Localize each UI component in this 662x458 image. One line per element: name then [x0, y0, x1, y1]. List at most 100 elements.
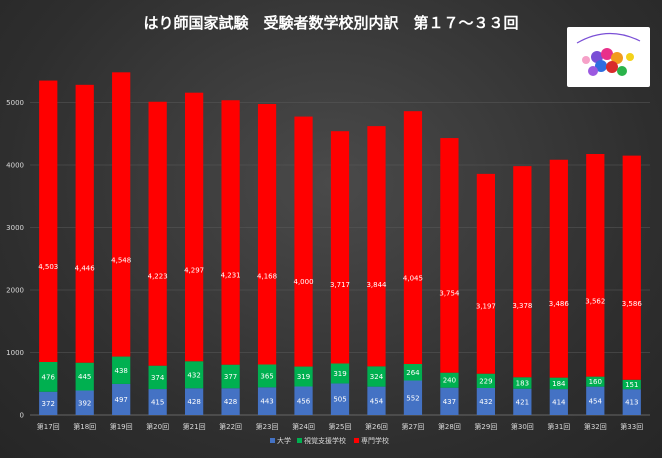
bar-segment — [403, 364, 423, 381]
data-label: 151 — [625, 381, 638, 389]
y-tick-label: 0 — [20, 412, 24, 420]
bar-segment — [185, 92, 204, 362]
y-tick-label: 2000 — [6, 287, 24, 295]
data-label: 183 — [516, 379, 529, 387]
bar-segment — [185, 388, 204, 415]
x-tick-label: 第17回 — [37, 422, 60, 431]
data-label: 428 — [187, 398, 200, 406]
x-tick-label: 第29回 — [474, 422, 497, 431]
bar-segment — [330, 383, 350, 415]
bar-segment — [112, 72, 131, 357]
bar-segment — [185, 361, 204, 389]
bar-segment — [39, 362, 58, 392]
chart-title: はり師国家試験 受験者数学校別内訳 第１７～３３回 — [143, 14, 518, 32]
x-tick-label: 第23回 — [256, 422, 279, 431]
bar-segment — [148, 365, 167, 390]
data-label: 319 — [297, 373, 310, 381]
data-label: 160 — [589, 378, 602, 386]
bar-segment — [112, 356, 131, 384]
data-label: 4,000 — [294, 278, 314, 286]
bar-segment — [440, 387, 459, 415]
bar-segment — [513, 166, 532, 378]
x-tick-label: 第26回 — [365, 422, 388, 431]
bar-segment — [586, 376, 605, 387]
bar-segment — [294, 366, 313, 387]
data-label: 365 — [260, 372, 273, 380]
data-label: 3,486 — [549, 300, 570, 308]
data-label: 445 — [78, 373, 91, 381]
y-tick-label: 5000 — [6, 99, 24, 107]
bar-segment — [75, 84, 94, 363]
bar-segment — [39, 391, 58, 415]
data-label: 377 — [224, 373, 237, 381]
data-label: 3,378 — [512, 302, 532, 310]
data-label: 421 — [516, 398, 529, 406]
x-tick-label: 第30回 — [511, 422, 534, 431]
x-tick-label: 第19回 — [110, 422, 133, 431]
bar-segment — [367, 366, 386, 387]
data-label: 454 — [370, 397, 384, 405]
bar-segment — [367, 386, 386, 415]
bar-segment — [440, 372, 459, 388]
logo — [567, 27, 650, 87]
bar-segment — [257, 104, 277, 365]
data-label: 3,717 — [330, 281, 350, 289]
bar-segment — [476, 373, 495, 388]
bar-segment — [476, 388, 495, 415]
data-label: 432 — [187, 371, 200, 379]
legend-label: 大学 — [277, 436, 291, 445]
data-label: 392 — [78, 399, 91, 407]
bar-segment — [39, 80, 58, 362]
data-label: 3,754 — [439, 289, 460, 297]
x-tick-label: 第18回 — [73, 422, 96, 431]
data-label: 229 — [479, 377, 492, 385]
data-label: 324 — [370, 373, 384, 381]
x-tick-label: 第24回 — [292, 422, 315, 431]
data-label: 414 — [552, 399, 566, 407]
x-tick-label: 第28回 — [438, 422, 461, 431]
x-tick-label: 第21回 — [183, 422, 206, 431]
data-label: 505 — [333, 396, 346, 404]
legend-label: 専門学校 — [361, 436, 389, 445]
data-label: 437 — [443, 398, 456, 406]
data-label: 372 — [42, 400, 55, 408]
data-label: 497 — [114, 396, 127, 404]
bar-segment — [549, 159, 568, 378]
x-tick-label: 第32回 — [584, 422, 607, 431]
data-label: 438 — [114, 367, 127, 375]
data-label: 456 — [297, 397, 311, 405]
legend: 大学 視覚支援学校 専門学校 — [270, 436, 389, 445]
bar-segment — [622, 379, 641, 390]
data-label: 4,446 — [75, 265, 96, 273]
data-label: 428 — [224, 398, 237, 406]
bar-segment — [294, 116, 313, 367]
bar-segment — [257, 364, 277, 388]
bar-segment — [294, 386, 313, 415]
y-tick-label: 4000 — [6, 162, 24, 170]
data-label: 4,168 — [257, 272, 277, 280]
y-tick-label: 3000 — [6, 224, 24, 232]
bar-segment — [148, 101, 167, 366]
flower-logo-icon — [576, 32, 641, 76]
bar-segment — [221, 100, 240, 365]
data-label: 4,045 — [403, 275, 423, 283]
x-tick-label: 第33回 — [620, 422, 643, 431]
bar-segment — [330, 363, 350, 384]
data-label: 454 — [589, 397, 603, 405]
legend-swatch — [270, 438, 275, 443]
legend-swatch — [297, 438, 302, 443]
bar-segment — [586, 386, 605, 415]
bar-segment — [622, 389, 641, 415]
bar-segment — [513, 388, 532, 415]
bar-segment — [75, 390, 94, 415]
bar-segment — [622, 155, 641, 380]
data-label: 3,197 — [476, 302, 496, 310]
bar-segment — [330, 131, 350, 364]
legend-label: 視覚支援学校 — [304, 436, 346, 445]
bar-segment — [440, 138, 459, 373]
bars-layer — [39, 72, 641, 415]
y-tick-label: 1000 — [6, 349, 24, 357]
bar-segment — [148, 389, 167, 415]
